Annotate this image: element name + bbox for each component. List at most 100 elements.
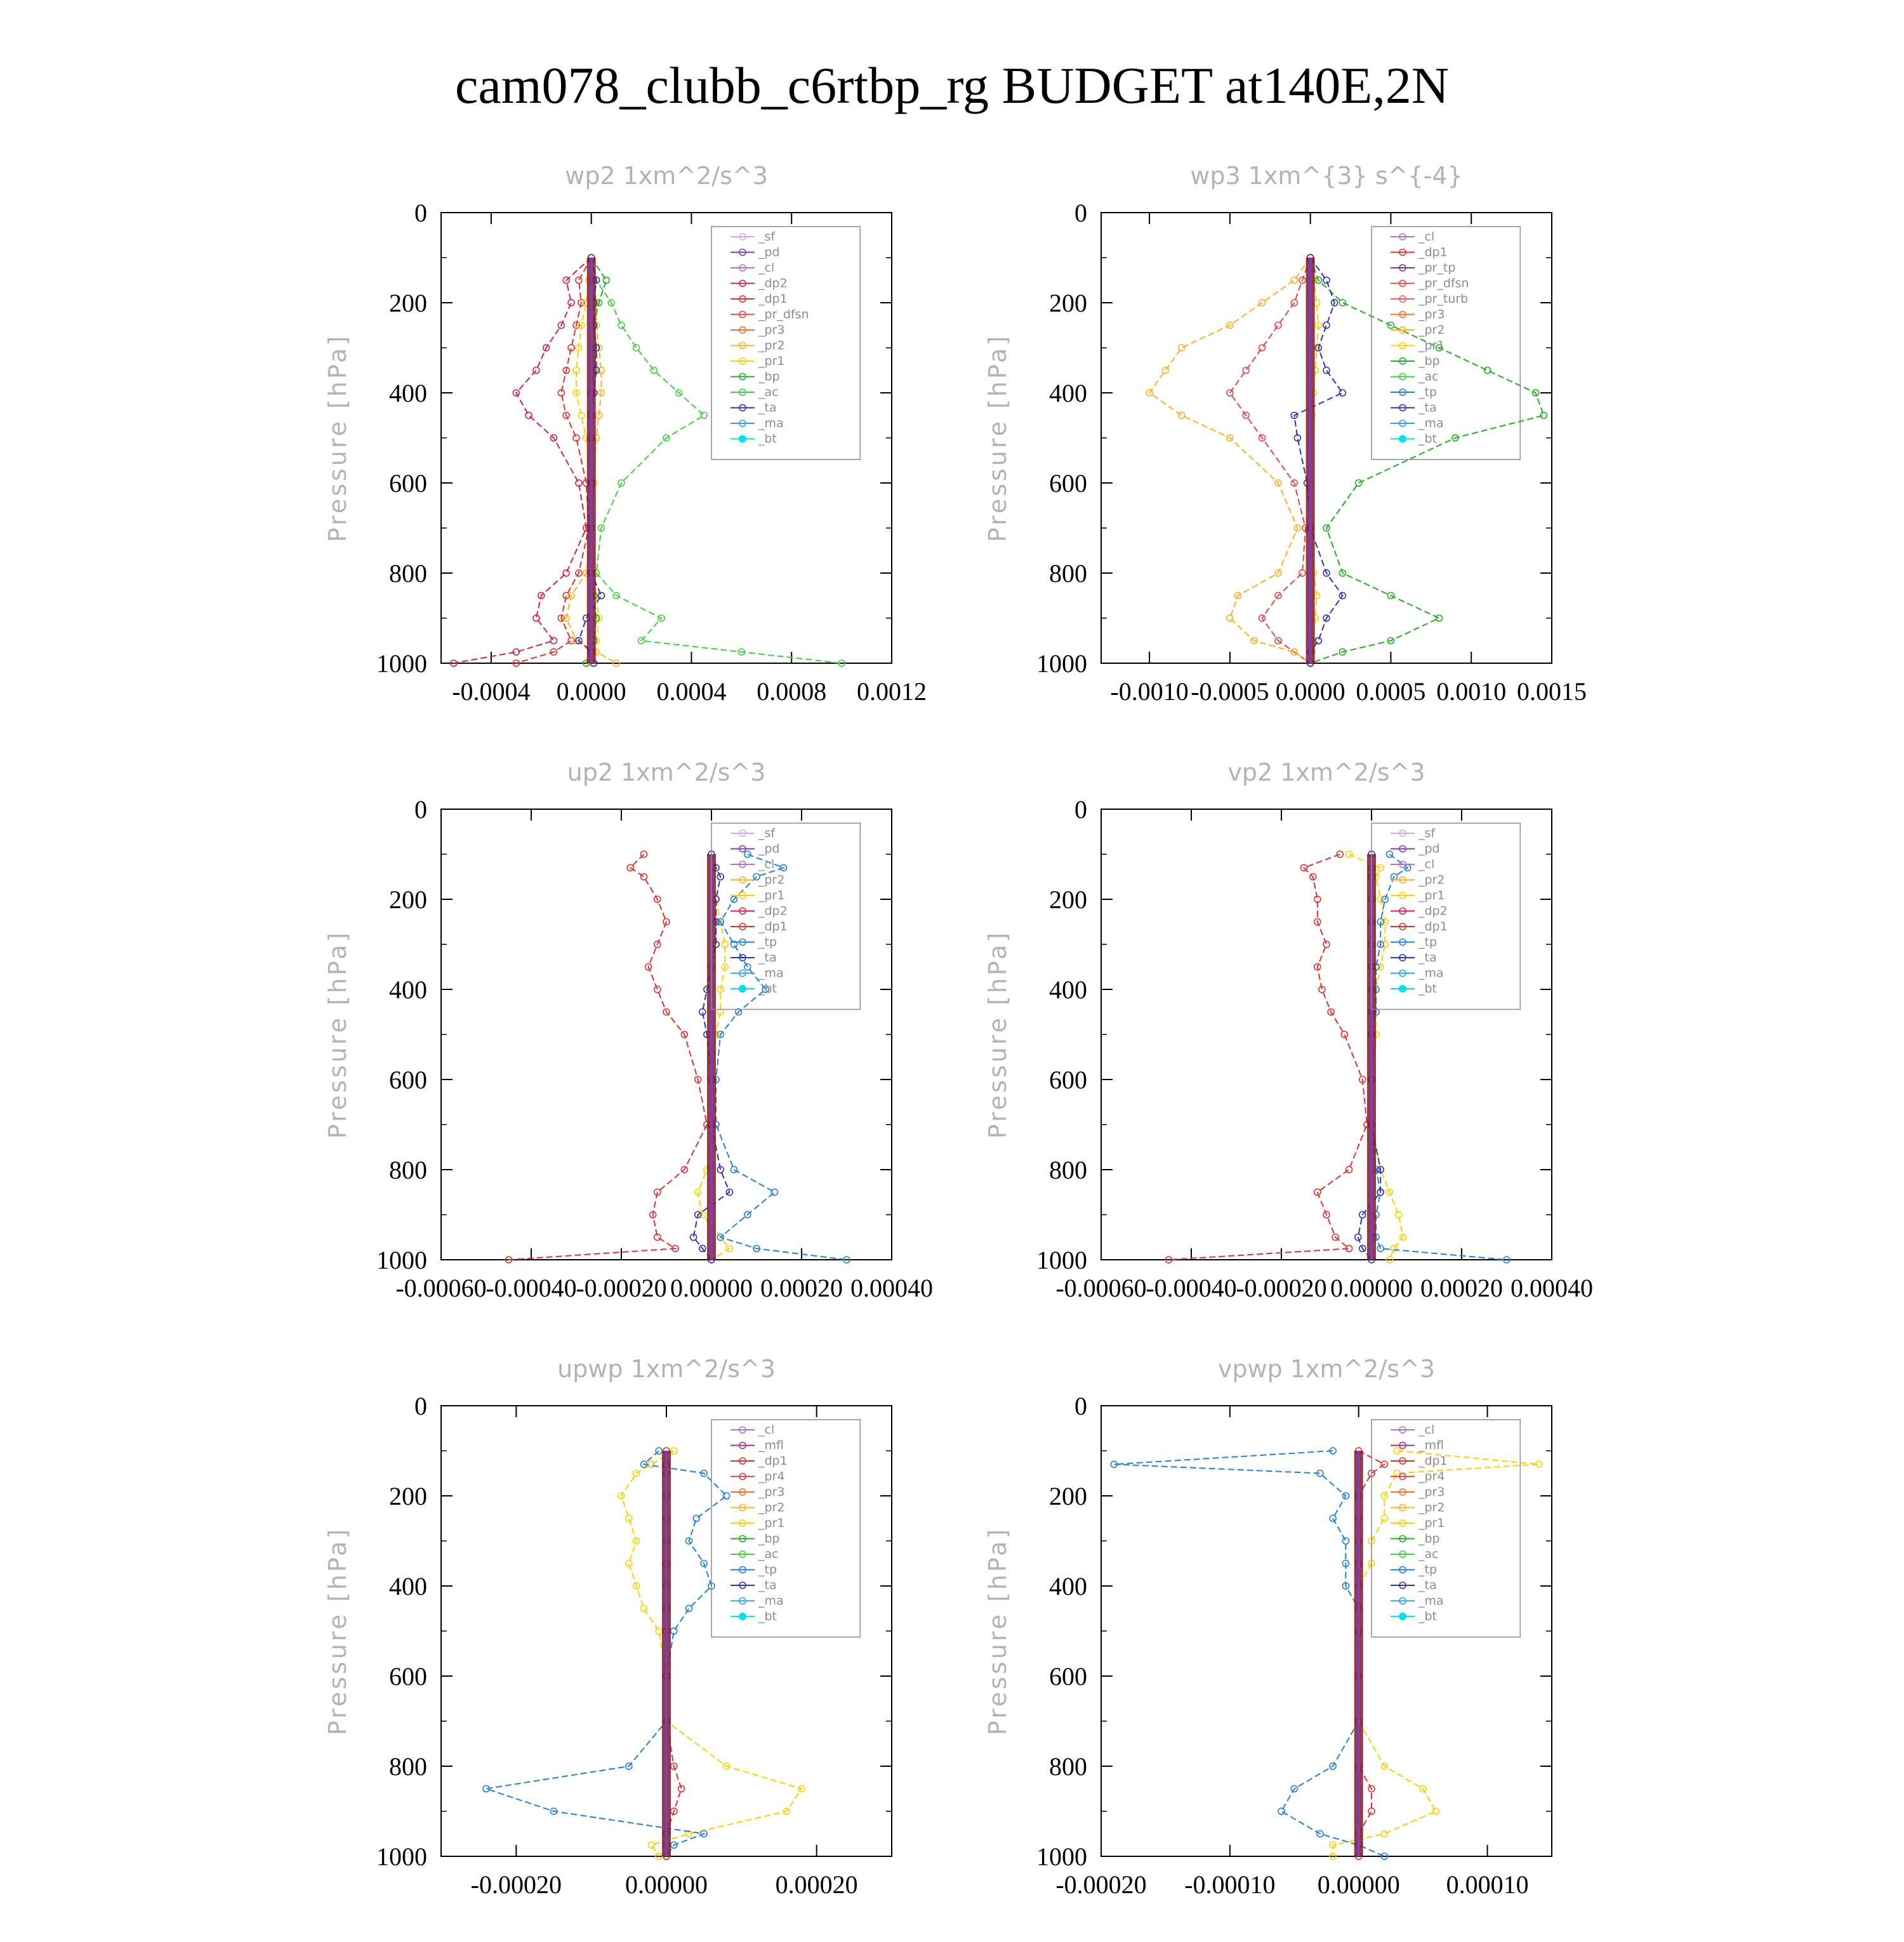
legend-marker <box>739 923 746 930</box>
data-point-pr1 <box>1377 864 1385 872</box>
legend-marker <box>1399 326 1406 334</box>
data-point-pr1 <box>1377 895 1385 903</box>
legend-label: _pr2 <box>758 873 784 887</box>
data-point-dp1 <box>644 963 652 971</box>
legend-marker <box>739 279 746 287</box>
data-point-dp1 <box>1323 941 1330 948</box>
data-point-tp <box>1503 1256 1511 1264</box>
x-tick-label: -0.0004 <box>452 677 530 706</box>
legend-marker <box>739 1488 746 1496</box>
data-point-dp2 <box>567 299 575 307</box>
series-line-tp <box>1371 854 1507 1260</box>
y-tick-label: 200 <box>1049 1482 1087 1510</box>
data-point-bp <box>1314 276 1323 284</box>
legend-box <box>1371 1419 1521 1638</box>
data-point-dp1 <box>572 434 580 442</box>
x-tick-label: 0.00000 <box>1318 1870 1400 1899</box>
y-axis-label: Pressure [hPa] <box>324 1527 352 1736</box>
data-point-bp <box>1531 389 1540 397</box>
legend-label: _bp <box>758 370 780 384</box>
y-tick-label: 400 <box>389 975 427 1004</box>
series-line-dp1 <box>508 854 708 1260</box>
data-point-ta <box>1330 299 1339 307</box>
data-point-dp2 <box>542 344 550 352</box>
data-point-dp1 <box>567 344 575 352</box>
legend-label: _ta <box>758 951 777 965</box>
data-point-ta <box>1377 1166 1385 1173</box>
data-point-dp2 <box>557 321 565 329</box>
legend-marker <box>1399 1582 1406 1589</box>
y-tick-label: 200 <box>1049 885 1087 914</box>
legend-marker <box>1399 341 1406 350</box>
data-point-bp <box>1387 321 1395 329</box>
data-point-pr1 <box>632 1537 640 1545</box>
data-point-dp1 <box>1327 1008 1335 1016</box>
series-line-tp <box>715 854 847 1260</box>
series-line-pr2 <box>1148 257 1311 664</box>
data-point-tp <box>753 1245 760 1253</box>
data-point-ta <box>1323 366 1330 374</box>
data-point-dp2 <box>532 614 540 622</box>
legend-marker <box>1399 954 1406 961</box>
y-axis-label: Pressure [hPa] <box>324 930 352 1139</box>
x-tick-label: -0.00020 <box>576 1274 666 1302</box>
data-point-pr2 <box>1290 648 1299 656</box>
y-tick-label: 400 <box>389 379 427 407</box>
data-point-pr1 <box>625 1559 633 1568</box>
panel-vp2: vp2 1xm^2/s^3 Pressure [hPa] 0 200 400 600 800… <box>952 749 1904 1345</box>
legend-label: _tp <box>1418 1563 1437 1577</box>
data-point-tp <box>730 1166 738 1173</box>
legend-label: _pr3 <box>758 323 784 337</box>
data-point-pr1 <box>1399 1233 1407 1241</box>
y-tick-label: 400 <box>1049 1572 1087 1601</box>
y-tick-label: 800 <box>389 1752 427 1781</box>
legend-marker <box>1399 1519 1406 1527</box>
legend-marker <box>739 357 746 365</box>
data-point-dp1 <box>1313 1188 1321 1196</box>
legend-marker <box>739 435 746 443</box>
series-line-pr1 <box>576 257 600 664</box>
series-line-ac <box>590 257 842 664</box>
data-point-bp <box>1323 524 1330 532</box>
data-point-dp1 <box>512 659 520 667</box>
y-tick-label: 200 <box>389 885 427 914</box>
legend-box <box>711 226 861 460</box>
data-point-ac <box>650 366 658 374</box>
y-tick-label: 200 <box>1049 289 1087 317</box>
data-point-tp <box>722 1492 731 1500</box>
legend-label: _pr2 <box>1418 873 1445 887</box>
legend-label: _ma <box>758 967 784 981</box>
data-point-pr1 <box>1329 1841 1337 1849</box>
data-point-pr_dfsn <box>1274 321 1282 329</box>
data-point-tp <box>692 1514 701 1523</box>
data-point-ta <box>725 1188 734 1196</box>
legend-label: _cl <box>1418 1423 1434 1437</box>
y-tick-label: 200 <box>389 289 427 317</box>
data-point-ta <box>1323 321 1330 329</box>
data-point-tp <box>1377 941 1385 948</box>
x-tick-label: -0.00020 <box>1055 1870 1146 1899</box>
panel-wp3: wp3 1xm^{3} s^{-4} Pressure [hPa] 0 200 400 6… <box>952 152 1904 749</box>
legend-marker <box>739 248 746 256</box>
data-point-tp <box>744 963 751 971</box>
data-point-tp <box>753 873 760 881</box>
legend-label: _pr1 <box>758 354 784 368</box>
legend-label: _pr1 <box>1418 888 1445 902</box>
data-point-dp1 <box>626 864 635 872</box>
data-point-dp1 <box>562 591 571 600</box>
legend-label: _pr_tp <box>1418 261 1455 275</box>
data-point-bp <box>1435 344 1443 352</box>
data-point-ta <box>1377 1188 1385 1196</box>
data-point-dp1 <box>654 986 661 993</box>
legend-marker <box>1399 876 1406 884</box>
y-tick-label: 1000 <box>376 1246 427 1274</box>
data-point-tp <box>1342 1559 1350 1568</box>
legend-label: _tp <box>1418 935 1437 949</box>
data-point-dp1 <box>1309 873 1317 881</box>
x-tick-label: 0.00000 <box>1330 1274 1413 1302</box>
y-axis-label: Pressure [hPa] <box>324 334 352 543</box>
legend-label: _pr_dfsn <box>1418 277 1469 291</box>
x-tick-label: 0.00010 <box>1446 1870 1529 1899</box>
legend-marker <box>1399 892 1406 899</box>
legend-marker <box>739 1613 746 1620</box>
